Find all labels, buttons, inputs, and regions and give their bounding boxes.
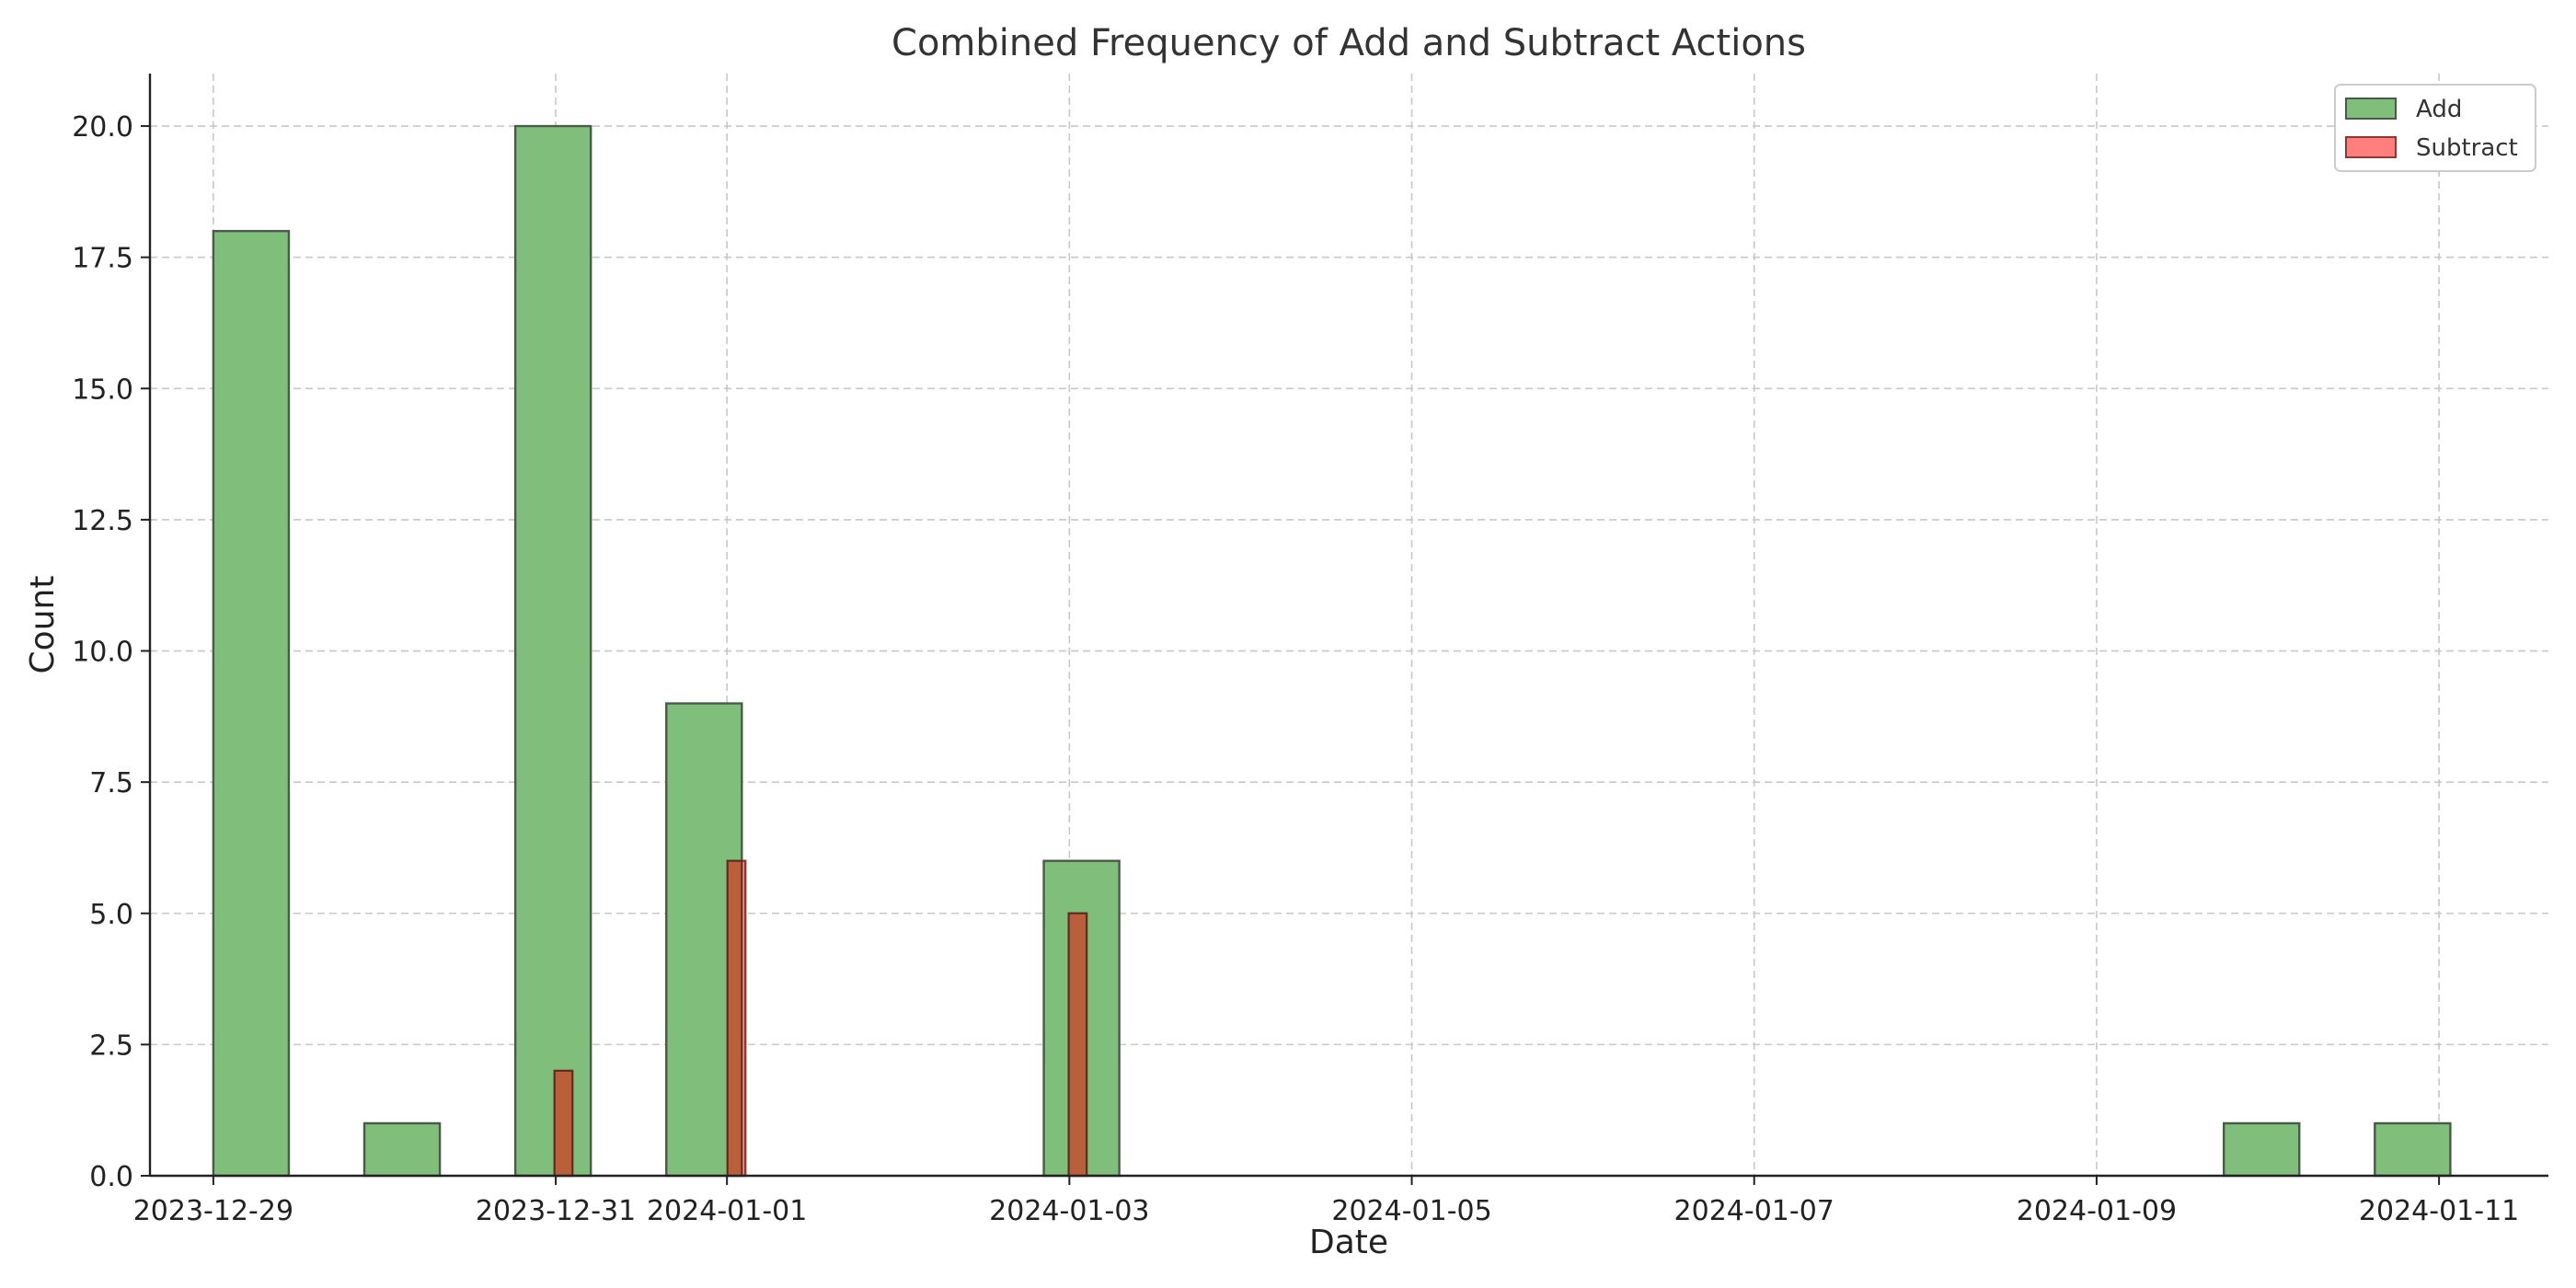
y-tick-label: 5.0 bbox=[89, 899, 133, 931]
y-tick-label: 0.0 bbox=[89, 1161, 133, 1193]
legend-label-subtract: Subtract bbox=[2416, 134, 2518, 162]
add-bar bbox=[362, 1121, 442, 1178]
y-tick-label: 17.5 bbox=[72, 243, 133, 275]
y-axis-label: Count bbox=[24, 576, 62, 674]
y-tick-label: 15.0 bbox=[72, 374, 133, 406]
overlap-bar bbox=[1067, 912, 1088, 1177]
x-tick-label: 2024-01-07 bbox=[1674, 1195, 1834, 1227]
y-tick-label: 2.5 bbox=[89, 1029, 133, 1062]
overlap-bar bbox=[726, 859, 743, 1177]
y-tick-label: 10.0 bbox=[72, 637, 133, 669]
legend-swatch-add bbox=[2345, 98, 2397, 120]
x-tick-label: 2024-01-11 bbox=[2359, 1195, 2519, 1227]
y-tick-label: 12.5 bbox=[72, 505, 133, 537]
legend: Add Subtract bbox=[2334, 84, 2536, 172]
legend-label-add: Add bbox=[2416, 96, 2462, 123]
x-tick-label: 2024-01-09 bbox=[2017, 1195, 2177, 1227]
x-tick-label: 2023-12-31 bbox=[476, 1195, 636, 1227]
x-axis-label: Date bbox=[1309, 1224, 1388, 1261]
overlap-bar bbox=[553, 1069, 574, 1178]
add-bar bbox=[513, 124, 592, 1178]
x-tick-label: 2024-01-05 bbox=[1331, 1195, 1491, 1227]
x-tick-label: 2023-12-29 bbox=[133, 1195, 293, 1227]
y-tick-label: 20.0 bbox=[72, 111, 133, 144]
axes-layer bbox=[148, 74, 2548, 1178]
legend-swatch-subtract bbox=[2345, 136, 2397, 158]
add-bar bbox=[2374, 1121, 2452, 1178]
add-bar bbox=[212, 229, 291, 1178]
y-tick-label: 7.5 bbox=[89, 767, 133, 799]
x-tick-label: 2024-01-03 bbox=[989, 1195, 1149, 1227]
overlap-layer bbox=[553, 859, 1088, 1178]
chart-title: Combined Frequency of Add and Subtract A… bbox=[891, 22, 1806, 64]
series-subtract bbox=[553, 859, 1088, 1178]
ticks-layer: 2023-12-29 2023-12-31 2024-01-01 2024-01-03… bbox=[72, 111, 2519, 1227]
x-tick-label: 2024-01-01 bbox=[647, 1195, 807, 1227]
grid-layer bbox=[150, 74, 2548, 1177]
add-bar bbox=[2222, 1121, 2301, 1178]
